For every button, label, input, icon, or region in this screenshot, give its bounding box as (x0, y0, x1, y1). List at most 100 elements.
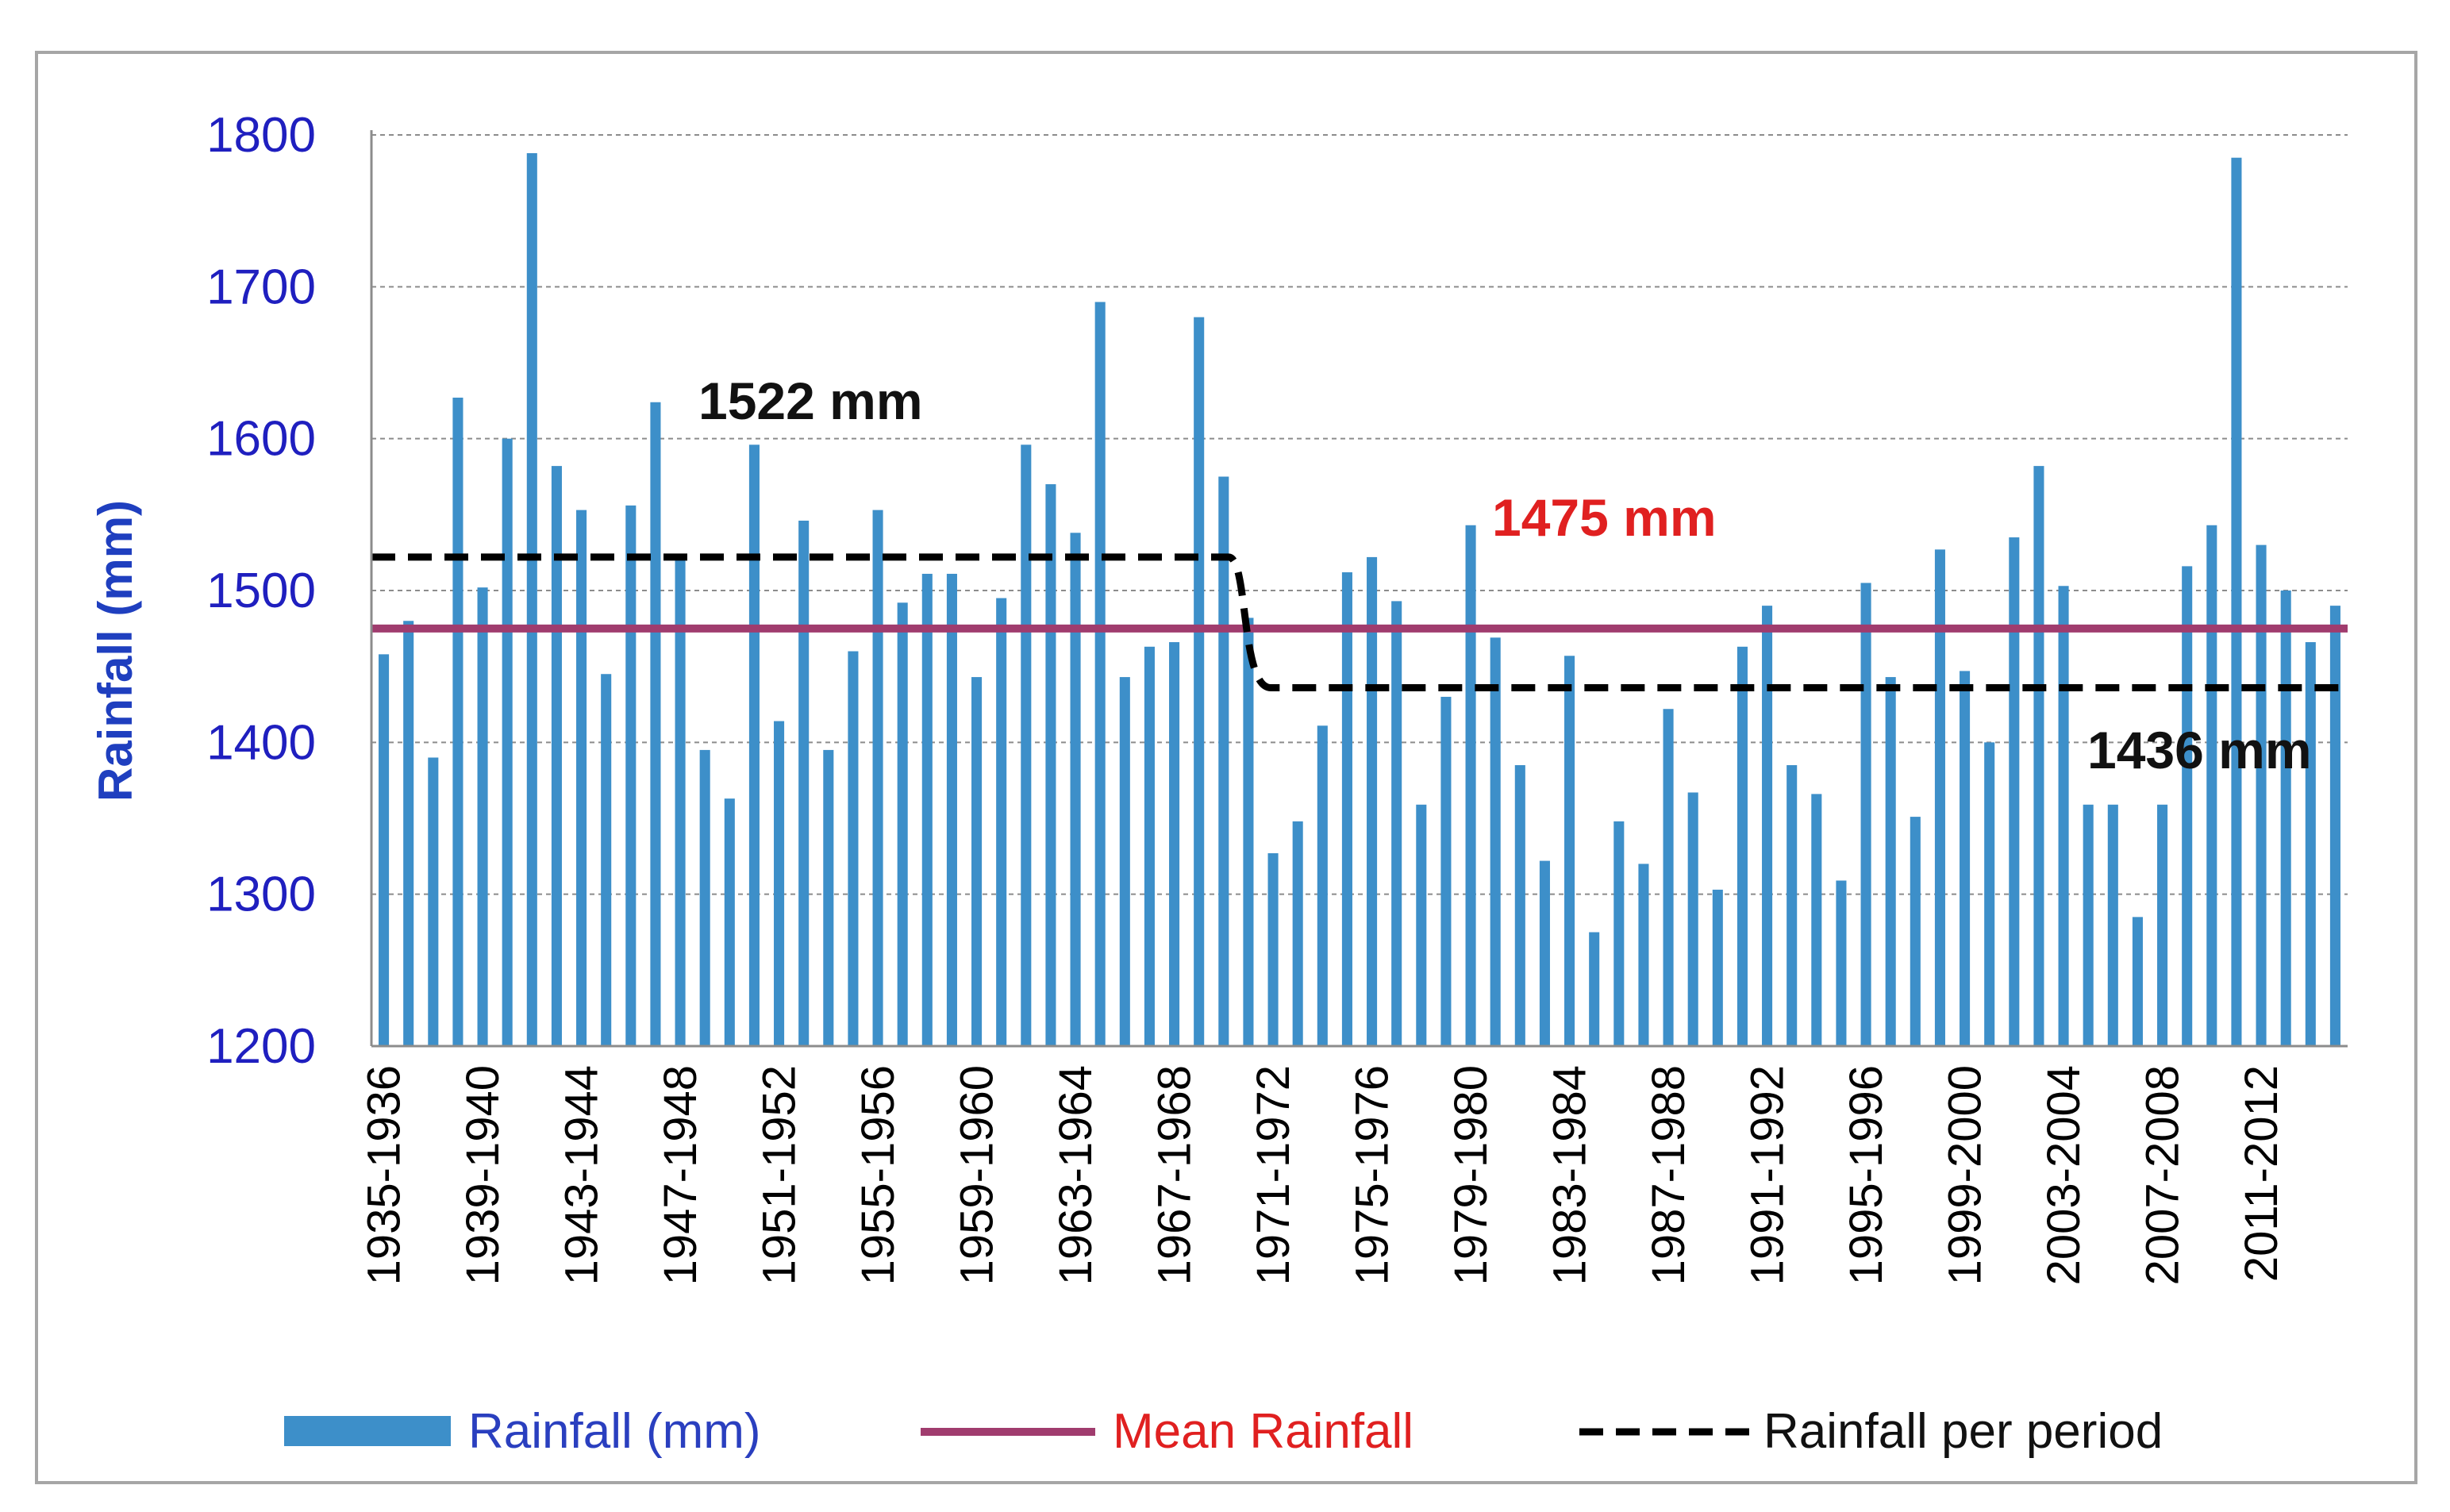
bar-1956-1957 (897, 602, 908, 1046)
bar-1986-1987 (1638, 864, 1649, 1046)
bar-1973-1974 (1317, 725, 1328, 1046)
legend-label-rainfall: Rainfall (mm) (468, 1404, 761, 1459)
x-tick-1935-1936: 1935-1936 (359, 1065, 410, 1285)
bar-1980-1981 (1490, 637, 1501, 1046)
x-tick-2007-2008: 2007-2008 (2137, 1065, 2189, 1285)
rainfall-bars (379, 152, 2340, 1047)
bar-1960-1961 (996, 598, 1007, 1046)
bar-2003-2004 (2058, 586, 2069, 1046)
bar-1997-1998 (1910, 817, 1921, 1046)
bar-1982-1983 (1539, 860, 1550, 1046)
bar-1969-1970 (1218, 476, 1229, 1046)
bar-1943-1944 (576, 510, 587, 1046)
bar-1989-1990 (1712, 889, 1723, 1046)
bar-1958-1959 (946, 573, 957, 1046)
bar-1945-1946 (625, 505, 637, 1046)
bar-1990-1991 (1737, 646, 1748, 1046)
y-tick-1500: 1500 (206, 564, 316, 618)
annotation-period1: 1522 mm (698, 371, 923, 430)
bar-1992-1993 (1787, 765, 1798, 1046)
x-tick-1971-1972: 1971-1972 (1248, 1065, 1299, 1285)
bar-1994-1995 (1836, 880, 1847, 1046)
bar-1948-1949 (699, 749, 710, 1046)
bar-1991-1992 (1762, 606, 1773, 1046)
bar-1996-1997 (1885, 677, 1896, 1046)
bar-2002-2003 (2033, 466, 2044, 1046)
x-tick-1991-1992: 1991-1992 (1742, 1065, 1794, 1285)
bar-1970-1971 (1243, 617, 1254, 1046)
bar-1975-1976 (1367, 556, 1378, 1046)
bar-1942-1943 (551, 466, 562, 1046)
x-tick-1975-1976: 1975-1976 (1347, 1065, 1398, 1285)
bar-1946-1947 (650, 402, 661, 1046)
bar-1993-1994 (1811, 794, 1822, 1046)
y-tick-1800: 1800 (206, 108, 316, 163)
bar-1968-1969 (1194, 317, 1205, 1047)
bar-1961-1962 (1021, 444, 1032, 1046)
bar-2005-2006 (2107, 804, 2118, 1046)
x-tick-1963-1964: 1963-1964 (1050, 1065, 1102, 1285)
bar-1981-1982 (1514, 765, 1525, 1046)
x-tick-1959-1960: 1959-1960 (952, 1065, 1003, 1285)
bar-1949-1950 (724, 798, 735, 1046)
bar-1964-1965 (1094, 302, 1106, 1046)
bar-1944-1945 (601, 674, 612, 1046)
annotation-period2: 1436 mm (2087, 721, 2312, 779)
bar-1940-1941 (502, 438, 513, 1046)
bar-1950-1951 (748, 444, 760, 1046)
x-tick-1947-1948: 1947-1948 (655, 1065, 706, 1285)
y-tick-1700: 1700 (206, 260, 316, 314)
bar-1999-2000 (1960, 671, 1971, 1046)
x-tick-1995-1996: 1995-1996 (1840, 1065, 1892, 1285)
bar-1962-1963 (1045, 484, 1056, 1046)
bar-1959-1960 (971, 677, 983, 1046)
bar-1937-1938 (428, 757, 439, 1046)
bar-1941-1942 (526, 152, 537, 1047)
bar-1939-1940 (477, 587, 488, 1046)
bar-1985-1986 (1613, 821, 1625, 1046)
bar-2013-2014 (2305, 642, 2316, 1046)
y-tick-labels: 1200 1300 1400 1500 1600 1700 1800 (206, 108, 316, 1074)
legend-label-period: Rainfall per period (1763, 1404, 2163, 1459)
x-tick-1943-1944: 1943-1944 (556, 1065, 608, 1285)
bar-1995-1996 (1860, 583, 1871, 1046)
x-tick-1979-1980: 1979-1980 (1445, 1065, 1497, 1285)
y-tick-1300: 1300 (206, 868, 316, 922)
y-axis-label: Rainfall (mm) (89, 500, 142, 802)
legend-swatch-rainfall (284, 1416, 451, 1446)
bar-1952-1953 (798, 520, 810, 1046)
bar-1979-1980 (1465, 525, 1476, 1046)
bar-1963-1964 (1070, 533, 1081, 1046)
bar-2008-2009 (2182, 566, 2193, 1046)
x-tick-1955-1956: 1955-1956 (852, 1065, 904, 1285)
bar-1954-1955 (848, 651, 859, 1046)
bar-1957-1958 (921, 573, 933, 1046)
x-tick-1967-1968: 1967-1968 (1149, 1065, 1201, 1285)
x-tick-1987-1988: 1987-1988 (1643, 1065, 1694, 1285)
bar-1976-1977 (1391, 601, 1402, 1046)
bar-1967-1968 (1169, 642, 1180, 1046)
bar-1984-1985 (1589, 932, 1600, 1046)
bar-2014-2015 (2329, 606, 2340, 1046)
y-tick-1400: 1400 (206, 715, 316, 770)
bar-1966-1967 (1144, 646, 1155, 1046)
bar-1988-1989 (1687, 792, 1698, 1046)
bar-1978-1979 (1440, 696, 1452, 1046)
bar-1977-1978 (1416, 804, 1427, 1046)
bar-1974-1975 (1341, 572, 1352, 1046)
bar-2007-2008 (2157, 804, 2168, 1046)
y-tick-1600: 1600 (206, 412, 316, 467)
bar-1971-1972 (1267, 853, 1279, 1046)
bar-2006-2007 (2132, 917, 2143, 1046)
x-tick-2011-2012: 2011-2012 (2236, 1065, 2287, 1282)
legend: Rainfall (mm) Mean Rainfall Rainfall per… (284, 1404, 2163, 1459)
bar-2010-2011 (2231, 157, 2242, 1047)
bar-1998-1999 (1934, 549, 1945, 1046)
bar-1951-1952 (774, 721, 785, 1046)
bar-1983-1984 (1564, 656, 1575, 1046)
x-tick-labels: 1935-1936 1939-1940 1943-1944 1947-1948 1951… (359, 1065, 2288, 1285)
bar-1965-1966 (1119, 677, 1130, 1046)
bar-1972-1973 (1292, 821, 1303, 1046)
rainfall-per-period-line (371, 553, 2348, 691)
